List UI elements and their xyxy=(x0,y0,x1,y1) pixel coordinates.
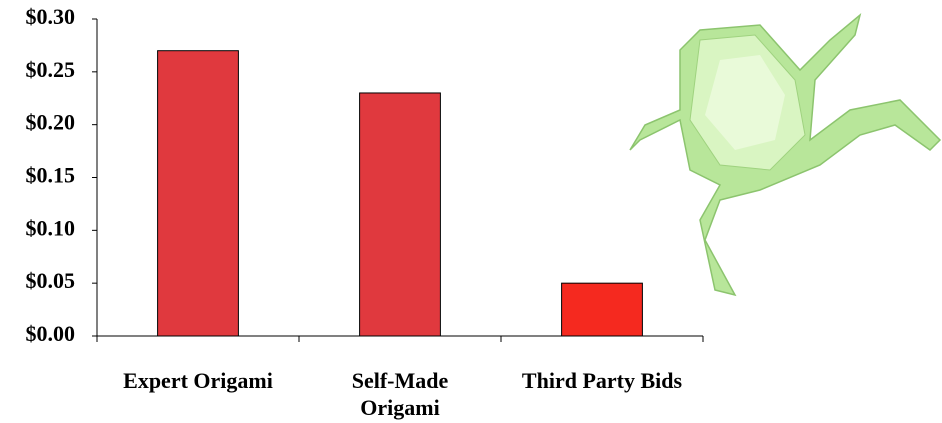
y-tick-label: $0.25 xyxy=(26,57,76,82)
bar xyxy=(359,92,441,337)
frog-highlight xyxy=(705,55,785,150)
y-tick-label: $0.10 xyxy=(26,215,76,240)
y-tick-label: $0.00 xyxy=(26,321,76,346)
x-tick-label: Third Party Bids xyxy=(521,368,683,393)
y-tick-label: $0.30 xyxy=(26,4,76,29)
y-tick-label: $0.15 xyxy=(26,163,76,188)
x-tick-label: Expert Origami xyxy=(123,368,273,393)
origami-frog-image xyxy=(629,12,942,297)
y-tick-label: $0.05 xyxy=(26,268,76,293)
x-tick-label: Self-Made Origami xyxy=(351,368,449,420)
bar xyxy=(157,50,239,337)
y-tick-label: $0.20 xyxy=(26,110,76,135)
bar xyxy=(561,282,643,337)
